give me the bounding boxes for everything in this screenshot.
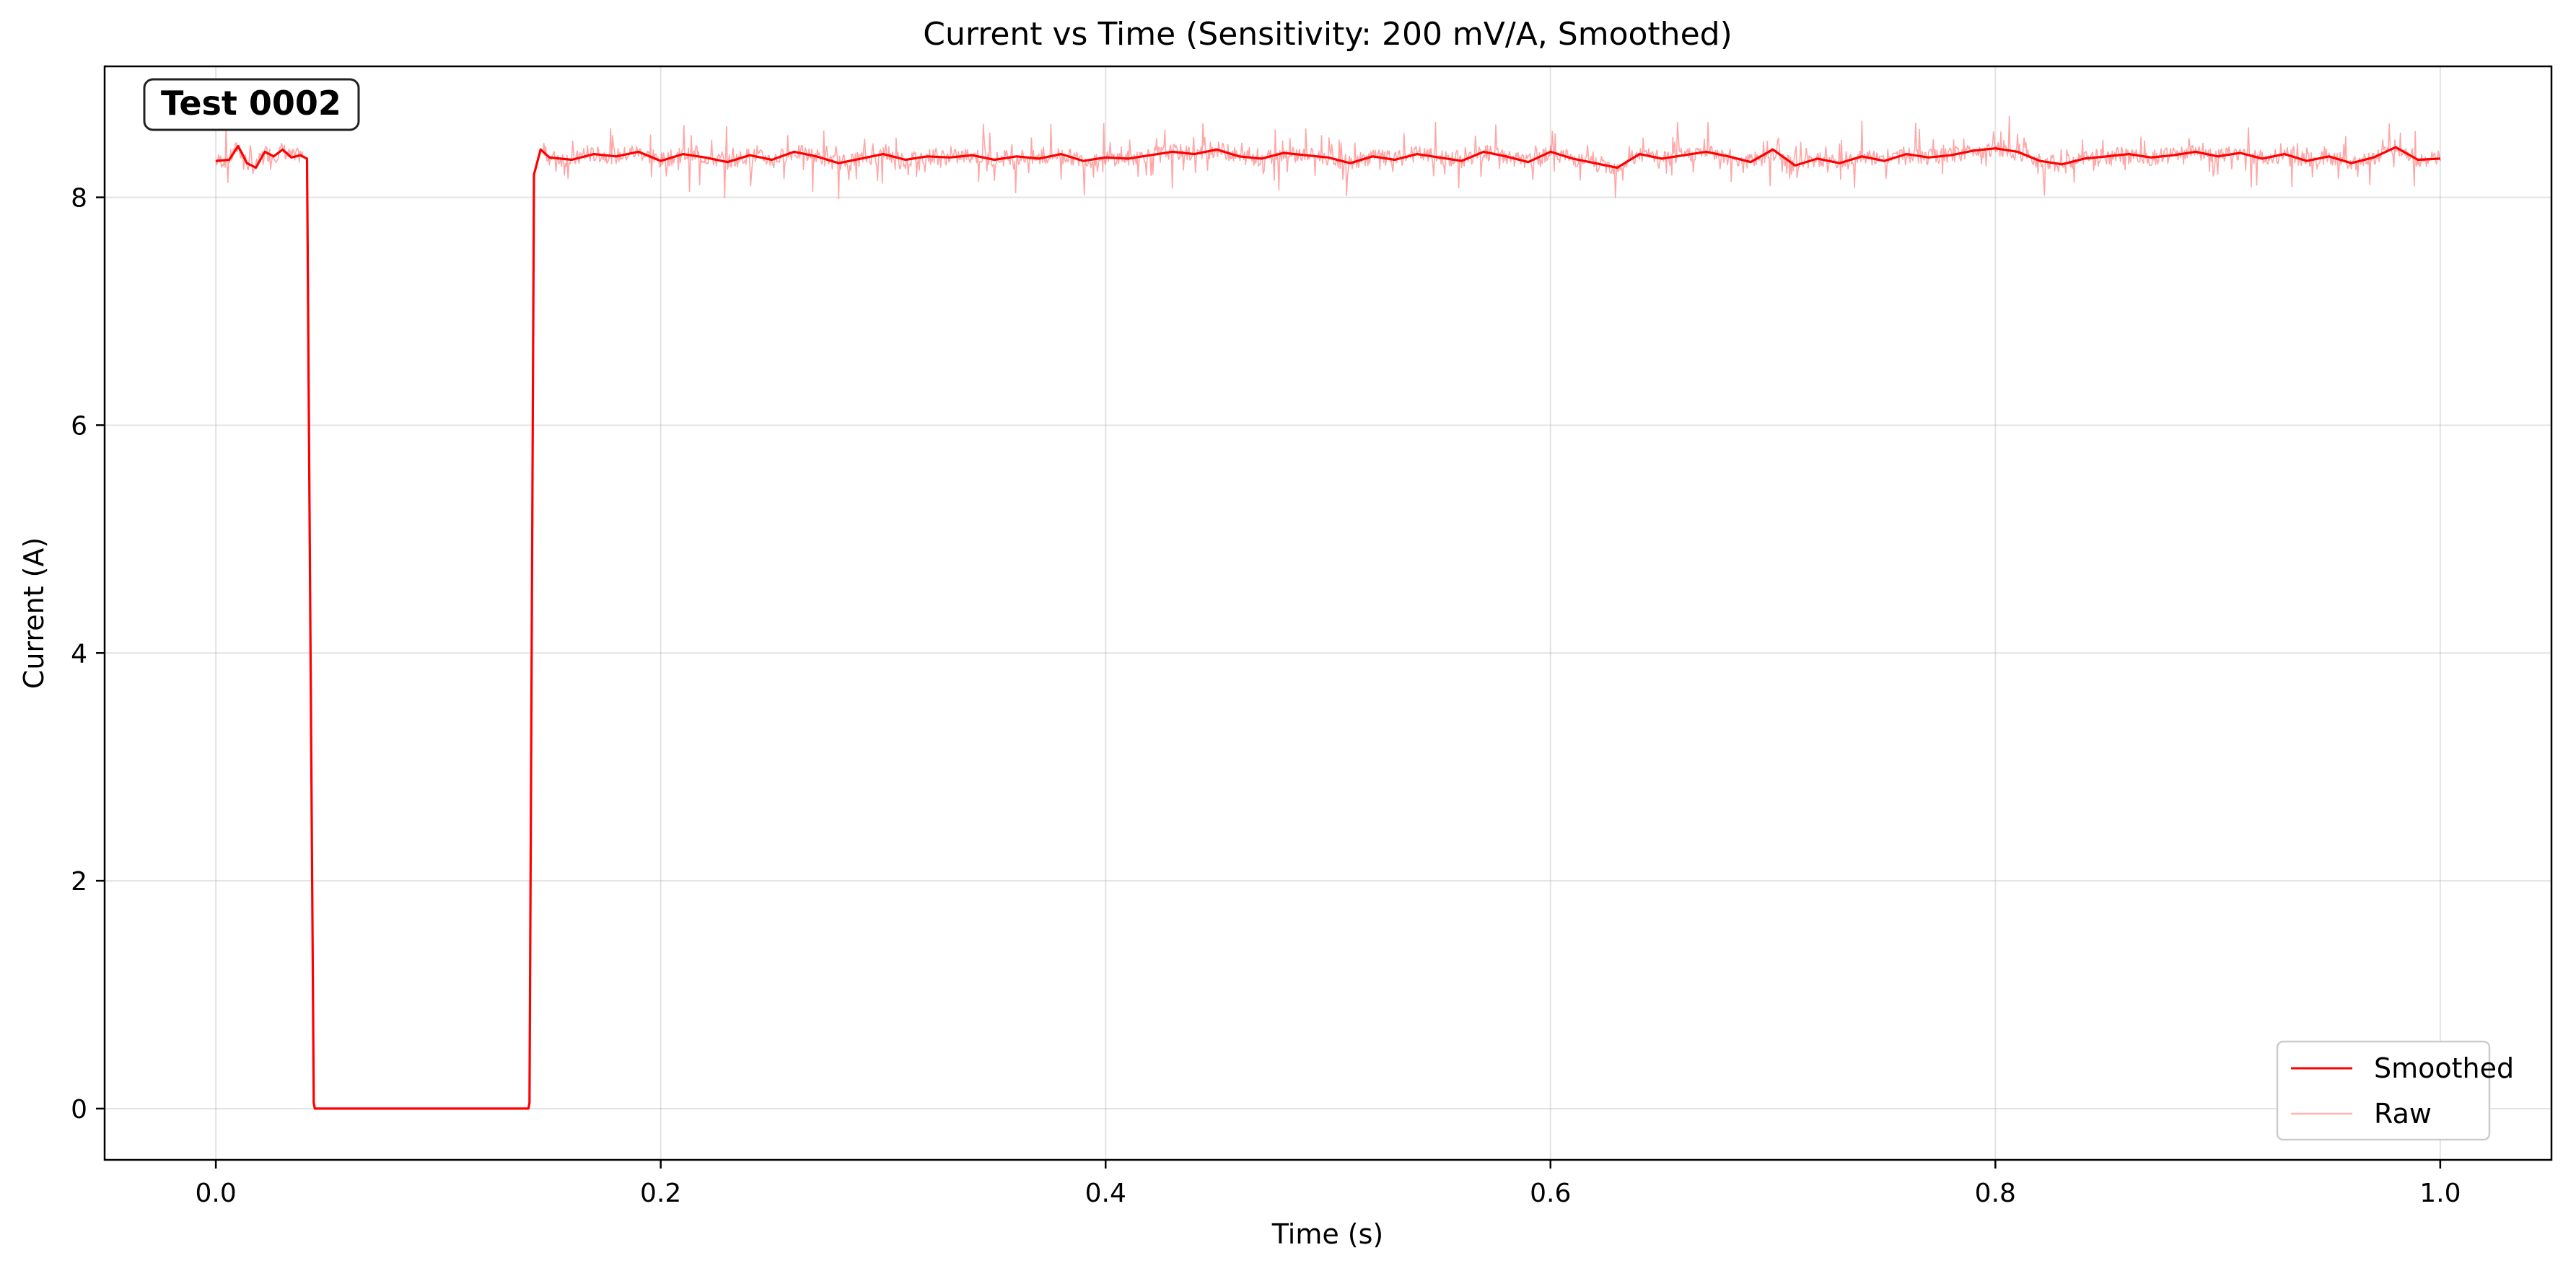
x-tick-label: 1.0 xyxy=(2419,1179,2461,1208)
x-tick-label: 0.2 xyxy=(640,1179,681,1208)
y-tick-label: 4 xyxy=(71,639,87,669)
x-axis-label: Time (s) xyxy=(1271,1218,1384,1250)
test-id-label: Test 0002 xyxy=(161,84,341,123)
chart-title: Current vs Time (Sensitivity: 200 mV/A, … xyxy=(923,16,1732,53)
plot-frame xyxy=(103,65,2553,1161)
y-tick-label: 2 xyxy=(71,867,87,897)
legend[interactable]: Smoothed Raw xyxy=(2276,1040,2514,1141)
legend-frame xyxy=(2276,1040,2491,1141)
axes-layer: 0.0 0.2 0.4 0.6 0.8 1.0 0 2 4 6 8 xyxy=(71,184,2461,1208)
raw-line xyxy=(215,115,2441,1109)
y-axis-label: Current (A) xyxy=(18,537,50,689)
x-tick-label: 0.4 xyxy=(1085,1179,1126,1208)
legend-smoothed-label: Smoothed xyxy=(2374,1052,2514,1084)
y-tick-label: 8 xyxy=(71,184,87,214)
raw-series xyxy=(215,115,2441,1109)
smoothed-line xyxy=(215,144,2440,1110)
legend-raw-label: Raw xyxy=(2374,1098,2432,1130)
x-tick-label: 0.0 xyxy=(196,1179,237,1208)
x-tick-label: 0.8 xyxy=(1975,1179,2016,1208)
smoothed-series xyxy=(215,144,2440,1110)
y-tick-label: 6 xyxy=(71,411,87,441)
y-tick-label: 0 xyxy=(71,1095,87,1125)
x-tick-label: 0.6 xyxy=(1530,1179,1571,1208)
test-id-annotation: Test 0002 xyxy=(143,78,360,131)
